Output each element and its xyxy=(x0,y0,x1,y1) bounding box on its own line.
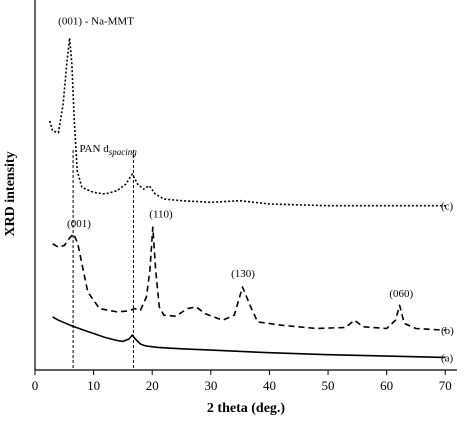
x-tick-label: 70 xyxy=(439,378,452,393)
x-tick-label: 60 xyxy=(380,378,393,393)
curve-label: (b) xyxy=(441,325,454,337)
curve-label: (c) xyxy=(441,201,454,213)
x-tick-label: 30 xyxy=(204,378,217,393)
curve-label: (a) xyxy=(441,352,454,364)
x-tick-label: 10 xyxy=(87,378,100,393)
x-tick-label: 50 xyxy=(322,378,335,393)
x-ticks: 0 10 20 30 40 50 60 70 xyxy=(32,370,452,393)
x-tick-label: 20 xyxy=(146,378,159,393)
curve-labels: (a) (b) (c) xyxy=(441,201,454,365)
y-axis-title: XRD intensity xyxy=(3,151,18,236)
x-tick-label: 40 xyxy=(263,378,276,393)
x-tick-label: 0 xyxy=(32,378,39,393)
peak-annotation: (060) xyxy=(389,288,413,300)
peak-annotations: (001) - Na-MMT (001) (110) (130) (060) xyxy=(58,16,413,300)
series-line-a xyxy=(52,316,446,359)
peak-annotation: (001) - Na-MMT xyxy=(58,16,134,28)
reference-lines: PAN dspacing xyxy=(72,143,137,370)
peak-annotation: (110) xyxy=(149,208,173,220)
series-line-c xyxy=(48,37,446,207)
peak-annotation: (130) xyxy=(231,268,255,280)
peak-annotation: (001) xyxy=(67,218,91,230)
x-axis-title: 2 theta (deg.) xyxy=(207,401,285,416)
series-layer xyxy=(48,37,446,359)
pan-dspacing-label: PAN dspacing xyxy=(79,143,137,157)
